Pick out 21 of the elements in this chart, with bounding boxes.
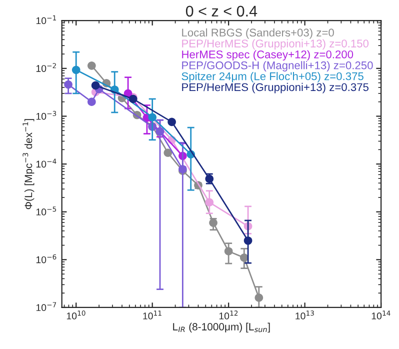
text: Spitzer 24μm (Le Floc'h+05) z=0.375 bbox=[182, 72, 364, 82]
y-axis-title: Φ(L) [Mpc$^{−3}$ dex$^{−1}$] bbox=[22, 119, 34, 210]
text: PEP/GOODS-H (Magnelli+13) z=0.250 bbox=[182, 61, 373, 72]
y-tick-label: 10$^{−2}$ bbox=[36, 63, 56, 72]
y-tick-label: 10$^{−4}$ bbox=[36, 158, 56, 168]
x-tick-label: 10$^{13}$ bbox=[296, 310, 314, 320]
y-tick-label: 10$^{−7}$ bbox=[36, 302, 56, 312]
text: PEP/HerMES (Gruppioni+13) z=0.375 bbox=[182, 82, 368, 94]
text: Local RBGS (Sanders+03) z=0 bbox=[182, 28, 334, 39]
y-tick-label: 10$^{−5}$ bbox=[36, 206, 56, 216]
text: PEP/HerMES (Gruppioni+13) z=0.150 bbox=[182, 39, 369, 50]
x-tick-label: 10$^{12}$ bbox=[219, 310, 238, 320]
y-tick-label: 10$^{−6}$ bbox=[36, 254, 56, 264]
y-tick-label: 10$^{−1}$ bbox=[36, 15, 56, 24]
y-tick-label: 10$^{−3}$ bbox=[36, 110, 56, 120]
x-axis-title: L$_{IR}$ (8-1000μm) [L$_{sun}$] bbox=[173, 322, 270, 332]
chart-title: 0 < z < 0.4 bbox=[186, 6, 258, 17]
x-tick-label: 10$^{14}$ bbox=[372, 310, 390, 320]
text: HerMES spec (Casey+12) z=0.200 bbox=[182, 50, 354, 61]
x-tick-label: 10$^{10}$ bbox=[66, 310, 86, 320]
x-tick-label: 10$^{11}$ bbox=[143, 310, 162, 320]
